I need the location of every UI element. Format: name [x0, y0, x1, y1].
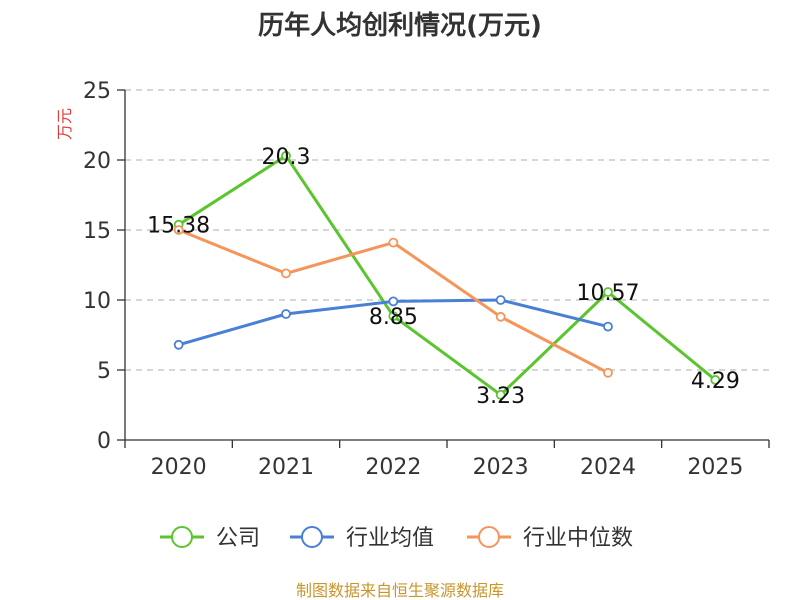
- x-tick-label-2023: 2023: [473, 455, 529, 480]
- legend-marker-1: [301, 526, 323, 548]
- point-0-2024: [603, 287, 613, 297]
- x-tick-label-2024: 2024: [580, 455, 636, 480]
- x-tick-label-2022: 2022: [365, 455, 421, 480]
- data-label-0-2020: 15.38: [147, 214, 210, 239]
- y-tick-label-25: 25: [83, 79, 111, 104]
- source-note: 制图数据来自恒生聚源数据库: [296, 581, 504, 600]
- series-layer: [173, 150, 721, 400]
- legend-label-2: 行业中位数: [523, 526, 633, 551]
- series-line-0: [177, 154, 717, 397]
- y-axis-label: 万元: [55, 108, 74, 140]
- legend-item-2: 行业中位数: [467, 526, 633, 551]
- legend-item-1: 行业均值: [290, 526, 434, 551]
- legend-item-0: 公司: [160, 526, 260, 551]
- data-label-0-2021: 20.3: [262, 145, 311, 170]
- y-tick-label-15: 15: [83, 219, 111, 244]
- point-0-2023: [495, 389, 506, 400]
- data-label-0-2024: 10.57: [577, 281, 640, 306]
- y-tick-label-20: 20: [83, 149, 111, 174]
- point-1-2020: [173, 339, 184, 350]
- y-tick-label-5: 5: [97, 359, 111, 384]
- legend-label-1: 行业均值: [346, 526, 434, 551]
- chart-title: 历年人均创利情况(万元): [258, 10, 542, 41]
- point-2-2022: [388, 237, 399, 248]
- point-0-2021: [281, 150, 291, 161]
- series-2: [173, 225, 613, 378]
- legend: 公司 行业均值 行业中位数: [160, 526, 633, 551]
- legend-marker-2: [478, 526, 500, 548]
- point-2-2020: [173, 225, 184, 235]
- x-tick-label-2025: 2025: [687, 455, 743, 480]
- point-0-2022: [388, 311, 399, 322]
- point-0-2025: [710, 375, 721, 385]
- point-1-2022: [388, 296, 399, 307]
- point-1-2024: [603, 321, 613, 332]
- point-2-2024: [603, 367, 613, 378]
- grid-lines: [125, 89, 769, 371]
- legend-label-0: 公司: [216, 526, 260, 551]
- data-label-0-2023: 3.23: [476, 384, 525, 409]
- y-tick-label-0: 0: [97, 429, 111, 454]
- point-1-2023: [495, 295, 506, 305]
- point-2-2023: [495, 311, 506, 322]
- data-label-0-2022: 8.85: [369, 305, 418, 330]
- data-label-0-2025: 4.29: [691, 369, 740, 394]
- point-1-2021: [281, 309, 291, 319]
- point-2-2021: [281, 268, 291, 279]
- y-tick-label-10: 10: [83, 289, 111, 314]
- series-1: [173, 295, 613, 350]
- legend-marker-0: [171, 526, 193, 548]
- x-tick-label-2020: 2020: [151, 455, 207, 480]
- data-labels: 15.38 20.3 8.85 3.23 10.57 4.29: [147, 145, 740, 409]
- x-tick-label-2021: 2021: [258, 455, 314, 480]
- series-0: [173, 150, 721, 400]
